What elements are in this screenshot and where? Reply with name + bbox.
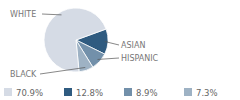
slice-label: WHITE (10, 10, 36, 19)
leader-line (40, 67, 85, 74)
leader-line (42, 14, 62, 16)
legend-label: 7.3% (196, 88, 218, 98)
pie-slice (44, 8, 106, 72)
slice-label: BLACK (10, 70, 37, 79)
pie (44, 8, 108, 72)
legend-swatch (184, 88, 192, 96)
legend-swatch (64, 88, 72, 96)
slice-label: ASIAN (121, 41, 145, 50)
slice-label: HISPANIC (121, 54, 159, 63)
legend-label: 8.9% (136, 88, 158, 98)
legend-swatch (4, 88, 12, 96)
chart: WHITE ASIAN HISPANIC BLACK 70.9% 12.8% 8.9% 7.3… (0, 0, 240, 100)
legend-label: 70.9% (16, 88, 43, 98)
leader-line (105, 42, 119, 45)
legend-label: 12.8% (76, 88, 103, 98)
leader-line (97, 58, 119, 59)
legend-swatch (124, 88, 132, 96)
